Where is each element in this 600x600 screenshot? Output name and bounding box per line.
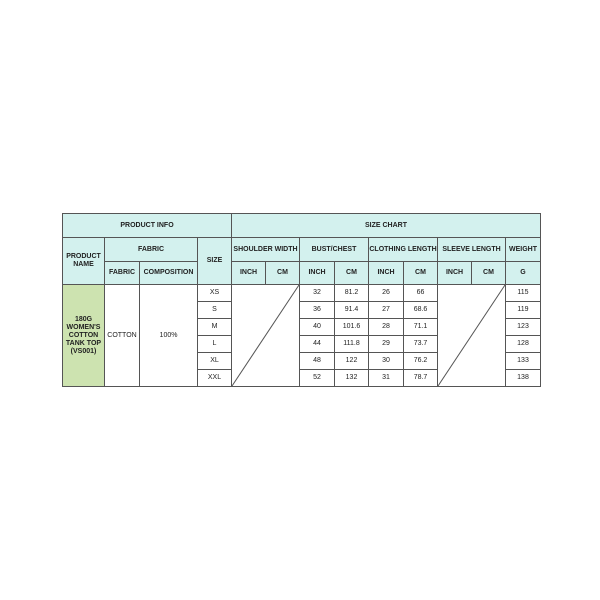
weight-unit-header: G [505, 261, 541, 285]
weight-cell: 115 [505, 284, 541, 302]
size-chart-header: SIZE CHART [231, 213, 541, 238]
sleeve-length-header: SLEEVE LENGTH [437, 237, 506, 262]
bust-inch-cell: 40 [299, 318, 335, 336]
length-inch-cell: 31 [368, 369, 404, 387]
size-header: SIZE [197, 237, 232, 285]
length-inch-cell: 30 [368, 352, 404, 370]
bust-cm-cell: 111.8 [334, 335, 369, 353]
size-cell: L [197, 335, 232, 353]
composition-header: COMPOSITION [139, 261, 198, 285]
size-cell: XXL [197, 369, 232, 387]
bust-cm-cell: 122 [334, 352, 369, 370]
length-cm-cell: 78.7 [403, 369, 438, 387]
weight-header: WEIGHT [505, 237, 541, 262]
length-inch-cell: 29 [368, 335, 404, 353]
fabric-group-header: FABRIC [104, 237, 198, 262]
length-cm-cell: 76.2 [403, 352, 438, 370]
bust-inch-cell: 44 [299, 335, 335, 353]
sleeve-length-empty-cell [437, 284, 506, 387]
sleeve-cm-header: CM [471, 261, 506, 285]
bust-cm-cell: 132 [334, 369, 369, 387]
length-cm-header: CM [403, 261, 438, 285]
product-name-header: PRODUCT NAME [62, 237, 105, 285]
size-cell: XL [197, 352, 232, 370]
length-cm-cell: 66 [403, 284, 438, 302]
composition-cell: 100% [139, 284, 198, 387]
size-cell: M [197, 318, 232, 336]
bust-cm-cell: 91.4 [334, 301, 369, 319]
weight-cell: 128 [505, 335, 541, 353]
clothing-length-header: CLOTHING LENGTH [368, 237, 438, 262]
product-info-header: PRODUCT INFO [62, 213, 232, 238]
bust-inch-cell: 32 [299, 284, 335, 302]
bust-cm-cell: 81.2 [334, 284, 369, 302]
bust-cm-cell: 101.6 [334, 318, 369, 336]
product-name-cell: 180G WOMEN'S COTTON TANK TOP (VS001) [62, 284, 105, 387]
table-row: XXL 52 132 31 78.7 138 [63, 369, 541, 387]
shoulder-width-header: SHOULDER WIDTH [231, 237, 300, 262]
weight-cell: 123 [505, 318, 541, 336]
bust-chest-header: BUST/CHEST [299, 237, 369, 262]
bust-cm-header: CM [334, 261, 369, 285]
weight-cell: 133 [505, 352, 541, 370]
shoulder-cm-header: CM [265, 261, 300, 285]
length-cm-cell: 73.7 [403, 335, 438, 353]
length-inch-cell: 28 [368, 318, 404, 336]
table-row: XL 48 122 30 76.2 133 [63, 352, 541, 370]
shoulder-inch-header: INCH [231, 261, 266, 285]
weight-cell: 119 [505, 301, 541, 319]
length-cm-cell: 68.6 [403, 301, 438, 319]
size-cell: XS [197, 284, 232, 302]
table-row: M 40 101.6 28 71.1 123 [63, 318, 541, 336]
size-chart-table: PRODUCT INFO SIZE CHART PRODUCT NAME FAB… [62, 213, 541, 387]
bust-inch-cell: 48 [299, 352, 335, 370]
bust-inch-cell: 36 [299, 301, 335, 319]
shoulder-width-empty-cell [231, 284, 300, 387]
fabric-header: FABRIC [104, 261, 140, 285]
table-row: 180G WOMEN'S COTTON TANK TOP (VS001) COTT… [62, 284, 541, 387]
length-inch-cell: 27 [368, 301, 404, 319]
length-inch-cell: 26 [368, 284, 404, 302]
fabric-cell: COTTON [104, 284, 140, 387]
size-cell: S [197, 301, 232, 319]
bust-inch-cell: 52 [299, 369, 335, 387]
bust-inch-header: INCH [299, 261, 335, 285]
sleeve-inch-header: INCH [437, 261, 472, 285]
weight-cell: 138 [505, 369, 541, 387]
length-cm-cell: 71.1 [403, 318, 438, 336]
length-inch-header: INCH [368, 261, 404, 285]
